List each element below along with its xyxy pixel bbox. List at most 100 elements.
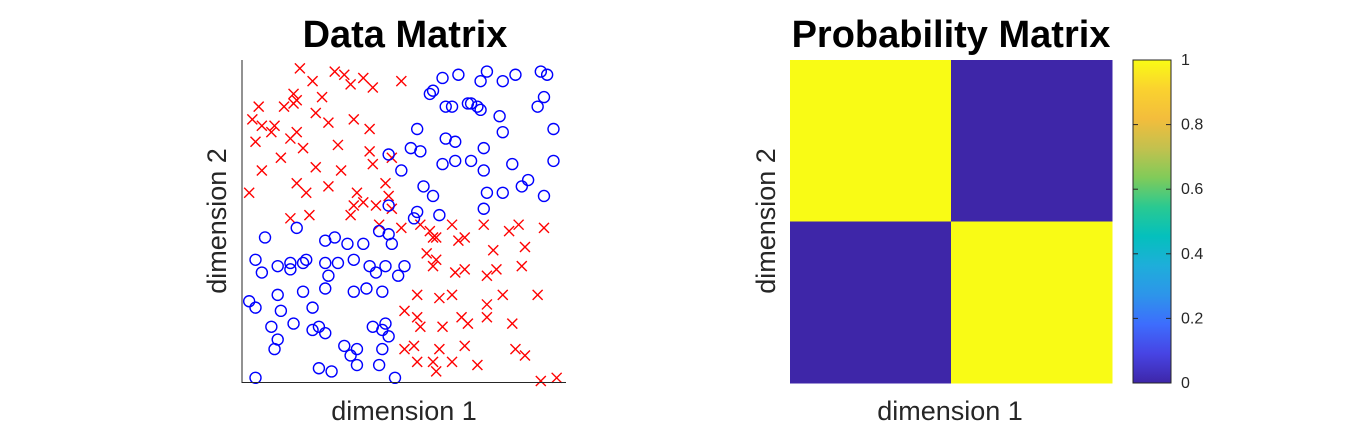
circle-marker-point xyxy=(312,320,326,333)
x-marker-point xyxy=(478,219,490,231)
circle-marker-point xyxy=(410,205,424,219)
colorbar-tick-label: 0.4 xyxy=(1181,246,1203,263)
x-marker-point xyxy=(246,113,258,125)
x-marker-point xyxy=(430,365,442,377)
x-marker-point xyxy=(551,372,563,384)
colorbar-ticks: 0 0.2 0.4 0.6 0.8 1 xyxy=(1133,52,1203,392)
scatter-x-axis-label: dimension 1 xyxy=(331,396,477,426)
circle-marker-point xyxy=(284,263,297,276)
circle-marker-point xyxy=(449,154,462,168)
x-marker-point xyxy=(481,270,493,282)
x-marker-point xyxy=(322,180,334,192)
x-marker-point xyxy=(386,152,398,164)
x-marker-point xyxy=(427,260,439,272)
circle-marker-point xyxy=(360,282,373,295)
circle-marker-point xyxy=(477,164,490,177)
x-marker-point xyxy=(532,289,544,301)
x-marker-point xyxy=(471,359,483,371)
circle-marker-point xyxy=(296,256,310,270)
circle-marker-point xyxy=(452,68,465,81)
circle-marker-point xyxy=(414,145,427,158)
circle-marker-point xyxy=(319,282,332,295)
x-marker-point xyxy=(487,244,499,256)
circle-marker-point xyxy=(547,154,560,168)
circle-marker-point xyxy=(388,371,402,385)
circle-marker-point xyxy=(255,266,269,279)
x-marker-point xyxy=(284,212,296,224)
circle-marker-point xyxy=(347,285,360,298)
circle-marker-point xyxy=(433,208,446,222)
circle-marker-point xyxy=(534,65,548,78)
x-marker-point xyxy=(411,289,423,301)
circle-marker-point xyxy=(464,154,478,168)
circle-marker-point xyxy=(423,87,437,101)
x-marker-point xyxy=(348,200,360,212)
x-marker-point xyxy=(513,219,525,231)
data-matrix-title: Data Matrix xyxy=(303,14,508,56)
x-marker-point xyxy=(275,152,287,164)
circle-marker-point xyxy=(449,135,462,148)
circle-marker-point xyxy=(376,342,389,356)
x-marker-point xyxy=(288,97,300,109)
x-marker-point xyxy=(373,219,385,231)
x-marker-point xyxy=(367,82,379,94)
x-marker-point xyxy=(348,113,360,125)
x-marker-point xyxy=(535,375,547,387)
x-marker-point xyxy=(538,222,550,234)
x-marker-point xyxy=(322,117,334,129)
heatmap-cell xyxy=(790,221,952,384)
circle-marker-point xyxy=(344,349,357,362)
circle-marker-point xyxy=(382,330,395,343)
circle-marker-point xyxy=(296,285,310,298)
circle-marker-point xyxy=(265,320,278,333)
circle-marker-point xyxy=(445,100,459,113)
x-marker-point xyxy=(291,177,303,189)
x-marker-point xyxy=(399,343,410,355)
scatter-plot-area xyxy=(242,62,563,387)
circle-marker-point xyxy=(376,323,389,337)
probability-matrix-title: Probability Matrix xyxy=(792,14,1111,56)
x-marker-point xyxy=(364,145,376,157)
x-marker-point xyxy=(509,343,521,355)
x-marker-point xyxy=(437,321,449,333)
x-marker-point xyxy=(506,318,518,330)
x-marker-point xyxy=(329,66,341,78)
x-marker-point xyxy=(300,187,312,199)
x-marker-point xyxy=(459,263,471,275)
circle-marker-point xyxy=(357,237,370,251)
heatmap-cell xyxy=(951,60,1113,222)
scatter-y-axis-label: dimension 2 xyxy=(202,148,232,294)
x-marker-point xyxy=(459,231,471,243)
circle-marker-point xyxy=(382,148,395,161)
circle-marker-point xyxy=(322,269,335,282)
circle-marker-point xyxy=(331,256,345,270)
x-marker-point xyxy=(395,75,407,87)
x-marker-point xyxy=(481,311,493,323)
circle-marker-point xyxy=(274,304,288,318)
circle-marker-point xyxy=(426,189,440,203)
x-marker-point xyxy=(411,356,423,368)
x-marker-point xyxy=(446,219,458,231)
circle-marker-point xyxy=(477,202,490,215)
circle-marker-point xyxy=(325,365,338,378)
x-marker-point xyxy=(288,88,300,100)
x-marker-point xyxy=(345,209,357,221)
circle-marker-point xyxy=(547,122,560,136)
circle-marker-point xyxy=(496,125,509,139)
x-marker-point xyxy=(411,311,423,323)
x-marker-point xyxy=(427,356,439,368)
circle-marker-point xyxy=(426,84,440,97)
colorbar-tick-label: 1 xyxy=(1181,52,1190,69)
circle-marker-point xyxy=(395,164,408,177)
circle-marker-point xyxy=(363,259,376,273)
heatmap-cell xyxy=(790,60,952,222)
circle-marker-point xyxy=(477,141,490,155)
x-marker-point xyxy=(414,321,426,333)
circle-marker-point xyxy=(300,253,313,266)
x-marker-point xyxy=(430,231,442,243)
x-marker-point xyxy=(310,161,322,173)
circle-marker-point xyxy=(268,342,281,356)
circle-marker-point xyxy=(350,342,364,356)
circle-marker-point xyxy=(242,295,256,308)
